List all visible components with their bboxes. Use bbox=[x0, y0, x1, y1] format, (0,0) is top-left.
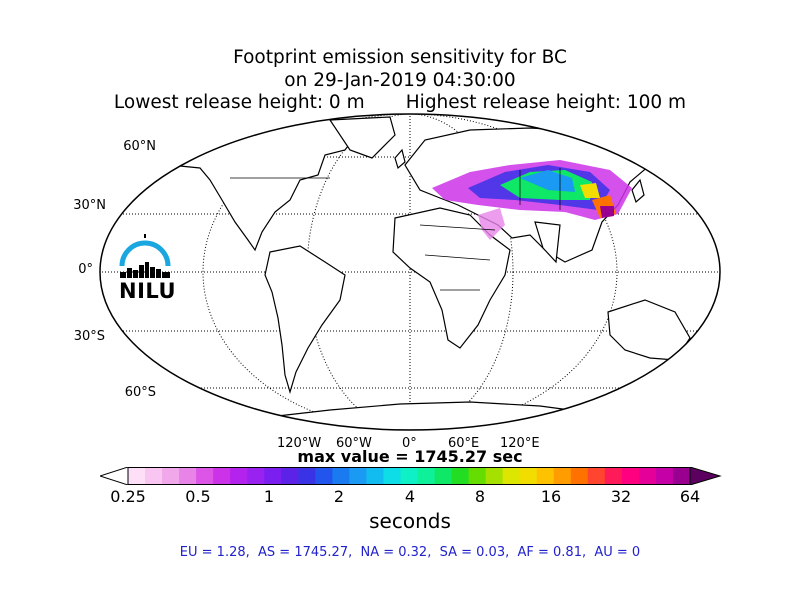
colorbar-cell bbox=[587, 467, 606, 485]
colorbar-cell bbox=[298, 467, 316, 485]
colorbar-cell bbox=[655, 467, 674, 485]
colorbar-frame bbox=[127, 467, 691, 485]
nilu-arc bbox=[119, 240, 171, 267]
colorbar-cell bbox=[502, 467, 521, 485]
colorbar-cell bbox=[604, 467, 623, 485]
colorbar-cell bbox=[349, 467, 367, 485]
colorbar-cell bbox=[162, 467, 180, 485]
colorbar-cell bbox=[247, 467, 265, 485]
coastlines bbox=[168, 116, 691, 430]
colorbar-cell bbox=[621, 467, 640, 485]
colorbar-cell bbox=[519, 467, 538, 485]
nilu-logo-text: NILU bbox=[119, 279, 177, 303]
colorbar-cell bbox=[230, 467, 248, 485]
lat-label-30s: 30°S bbox=[73, 329, 105, 344]
colorbar-tick-1: 0.5 bbox=[185, 487, 211, 506]
lon-label-60e: 60°E bbox=[448, 436, 480, 451]
colorbar-cell bbox=[179, 467, 197, 485]
colorbar-cell bbox=[485, 467, 504, 485]
title-line-1: Footprint emission sensitivity for BC bbox=[233, 47, 567, 68]
emission-plume bbox=[432, 160, 632, 240]
lat-label-0: 0° bbox=[78, 262, 93, 277]
colorbar-left-arrow bbox=[100, 467, 129, 485]
colorbar-cell bbox=[145, 467, 163, 485]
colorbar-cell bbox=[536, 467, 555, 485]
colorbar-units-label: seconds bbox=[369, 509, 451, 533]
max-value-label: max value = 1745.27 sec bbox=[297, 447, 523, 466]
borders bbox=[230, 168, 561, 291]
colorbar-cell bbox=[553, 467, 572, 485]
colorbar-cell bbox=[434, 467, 453, 485]
lon-label-120w: 120°W bbox=[277, 436, 322, 451]
title-line-3: Lowest release height: 0 m Highest relea… bbox=[113, 92, 687, 113]
colorbar-cell bbox=[468, 467, 487, 485]
colorbar-cell bbox=[570, 467, 589, 485]
colorbar-tick-6: 16 bbox=[540, 487, 562, 506]
colorbar bbox=[100, 467, 722, 485]
colorbar-cell bbox=[417, 467, 436, 485]
lat-label-60s: 60°S bbox=[124, 385, 156, 400]
colorbar-cells bbox=[128, 467, 691, 485]
lon-label-0: 0° bbox=[402, 436, 417, 451]
colorbar-tick-8: 64 bbox=[679, 487, 701, 506]
lon-label-60w: 60°W bbox=[336, 436, 372, 451]
colorbar-cell bbox=[281, 467, 299, 485]
map-boundary bbox=[99, 113, 721, 431]
lat-label-60n: 60°N bbox=[123, 139, 156, 154]
colorbar-cell bbox=[366, 467, 384, 485]
colorbar-cell bbox=[128, 467, 146, 485]
colorbar-cell bbox=[400, 467, 419, 485]
colorbar-tick-4: 4 bbox=[404, 487, 416, 506]
colorbar-cell bbox=[672, 467, 691, 485]
colorbar-cell bbox=[383, 467, 401, 485]
nilu-skyline bbox=[120, 262, 170, 278]
colorbar-cell bbox=[213, 467, 231, 485]
colorbar-cell bbox=[451, 467, 470, 485]
colorbar-cell bbox=[196, 467, 214, 485]
regional-stats: EU = 1.28, AS = 1745.27, NA = 0.32, SA =… bbox=[179, 545, 641, 560]
lat-label-30n: 30°N bbox=[73, 198, 106, 213]
colorbar-cell bbox=[638, 467, 657, 485]
title-line-2: on 29-Jan-2019 04:30:00 bbox=[284, 70, 516, 91]
nilu-logo bbox=[119, 234, 171, 278]
colorbar-tick-0: 0.25 bbox=[110, 487, 146, 506]
colorbar-tick-2: 1 bbox=[263, 487, 275, 506]
colorbar-cell bbox=[264, 467, 282, 485]
map-content bbox=[100, 114, 720, 430]
colorbar-cell bbox=[315, 467, 333, 485]
colorbar-cell bbox=[332, 467, 350, 485]
colorbar-tick-5: 8 bbox=[474, 487, 486, 506]
lon-label-120e: 120°E bbox=[500, 436, 540, 451]
colorbar-right-arrow bbox=[689, 467, 722, 485]
colorbar-tick-3: 2 bbox=[333, 487, 345, 506]
colorbar-tick-7: 32 bbox=[610, 487, 632, 506]
